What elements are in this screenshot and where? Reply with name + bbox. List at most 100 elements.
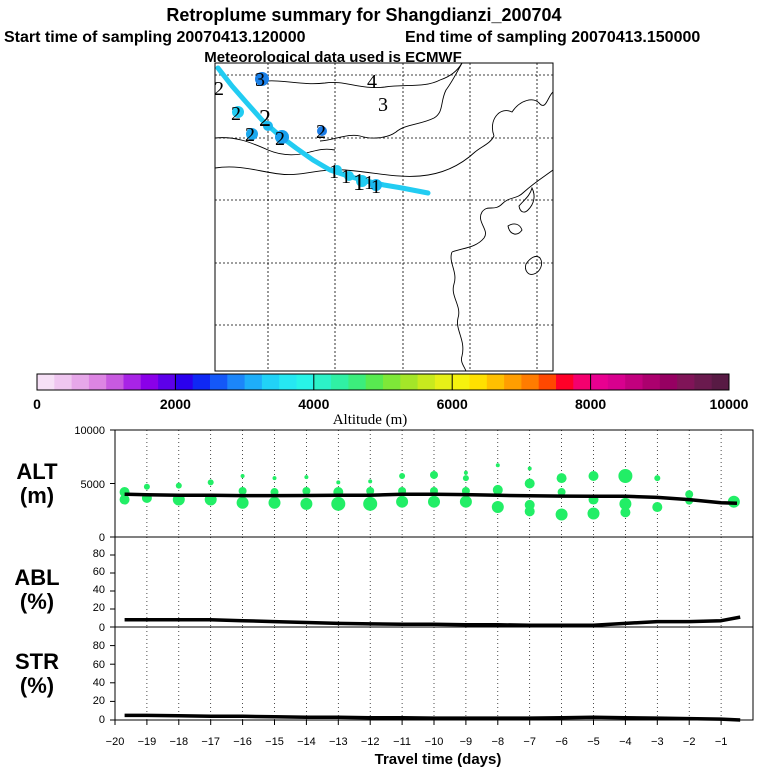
traj-label: 1 [364,172,374,194]
x-tick-label: −4 [619,736,632,748]
marker-dot [332,165,342,175]
alt-cluster-dot [366,486,375,495]
map-frame [214,62,554,372]
colorbar-cell [607,374,626,390]
traj-label: 2 [245,124,255,146]
marker-dot [275,130,289,144]
x-tick-label: −19 [138,736,157,748]
colorbar-frame [36,373,730,391]
alt-cluster-dot [428,495,440,508]
trajectory-markers [232,72,382,191]
alt-cluster-dot [524,506,535,517]
x-tick-label: −18 [169,736,188,748]
colorbar-cell [158,374,176,390]
marker-dot [232,106,244,118]
alt-cluster-dot [302,486,311,495]
alt-cluster-dot [463,470,468,475]
met-data-label: Meteorological data used is ECMWF [204,49,462,66]
str-ytick-label: 20 [93,695,105,707]
alt-cluster-dot [240,474,245,479]
traj-label: 3 [255,69,265,91]
colorbar-cell [71,374,90,390]
colorbar-cell [556,374,574,390]
alt-ytick-label: 0 [99,532,105,544]
abl-ytick-label: 40 [93,584,105,596]
colorbar-cell [383,374,401,390]
x-tick-label: −20 [106,736,125,748]
traj-label: 3 [378,94,388,116]
str-series-line [124,713,741,722]
abl-panel-label: ABL [14,565,59,590]
x-tick-label: −14 [297,736,316,748]
alt-cluster-dot [618,469,633,484]
map-boundaries [214,62,554,372]
alt-cluster-dot [459,495,472,508]
alt-cluster-dot [300,497,313,510]
abl-ytick-label: 60 [93,566,105,578]
trajectory-labels: 2 2 2 2 3 4 3 2 2 1 1 1 1 1 [214,69,388,198]
colorbar-cell [88,374,107,390]
colorbar-cell [469,374,488,390]
start-time-label: Start time of sampling 20070413.120000 [4,29,306,46]
colorbar-cell [504,374,522,390]
alt-cluster-dot [619,497,632,510]
colorbar-cell [365,374,384,390]
x-tick-label: −7 [523,736,536,748]
map-gridlines [215,63,553,371]
traj-label: 1 [329,161,339,183]
colorbar-cell [348,374,367,390]
marker-dot [317,126,327,136]
str-panel-frame [114,626,754,721]
colorbar-cell [694,374,713,390]
alt-cluster-dot [652,502,663,513]
marker-dot [255,72,269,86]
colorbar-cell [434,374,453,390]
colorbar-cell [642,374,661,390]
alt-cluster-dot [555,508,568,521]
abl-series-line [124,615,741,627]
x-tick-label: −15 [265,736,284,748]
colorbar-cell [486,374,505,390]
colorbar-tick-label: 6000 [437,396,468,412]
alt-cluster-dot [588,471,599,482]
colorbar-cell [296,374,315,390]
colorbar-cell [521,374,540,390]
colorbar-cell [210,374,228,390]
colorbar-tick-label: 0 [33,396,41,412]
marker-dot [246,128,258,140]
colorbar-cell [590,374,609,390]
alt-cluster-dot [175,482,182,489]
colorbar-cell [711,374,730,390]
colorbar-tick-label: 10000 [710,396,749,412]
colorbar-cell [123,374,142,390]
alt-panel-label: ALT [16,459,58,484]
alt-cluster-dot [331,496,346,511]
str-ytick-label: 0 [99,714,105,726]
alt-cluster-dot [462,475,469,482]
alt-cluster-dot [620,507,631,518]
abl-ytick-label: 80 [93,548,105,560]
x-tick-label: −2 [683,736,696,748]
colorbar-cell [106,374,124,390]
colorbar-cell [175,374,194,390]
alt-cluster-dot [363,496,378,511]
trajectory-line [215,65,431,196]
alt-cluster-dot [495,463,500,468]
colorbar-tick-label: 8000 [575,396,606,412]
colorbar-cell [140,374,159,390]
traj-label: 4 [367,71,377,93]
colorbar-cell [54,374,73,390]
marker-dot [356,175,368,187]
colorbar-cell [417,374,436,390]
x-tick-label: −16 [233,736,252,748]
x-tick-label: −3 [651,736,664,748]
alt-cluster-dot [492,484,503,495]
traj-label: 2 [316,121,326,143]
x-tick-label: −9 [460,736,473,748]
colorbar-title: Altitude (m) [333,412,408,428]
colorbar-cell [625,374,643,390]
str-ytick-label: 80 [93,640,105,652]
str-panel-label: STR [15,649,59,674]
alt-cluster-dot [119,494,130,505]
alt-cluster-dot [430,470,438,479]
